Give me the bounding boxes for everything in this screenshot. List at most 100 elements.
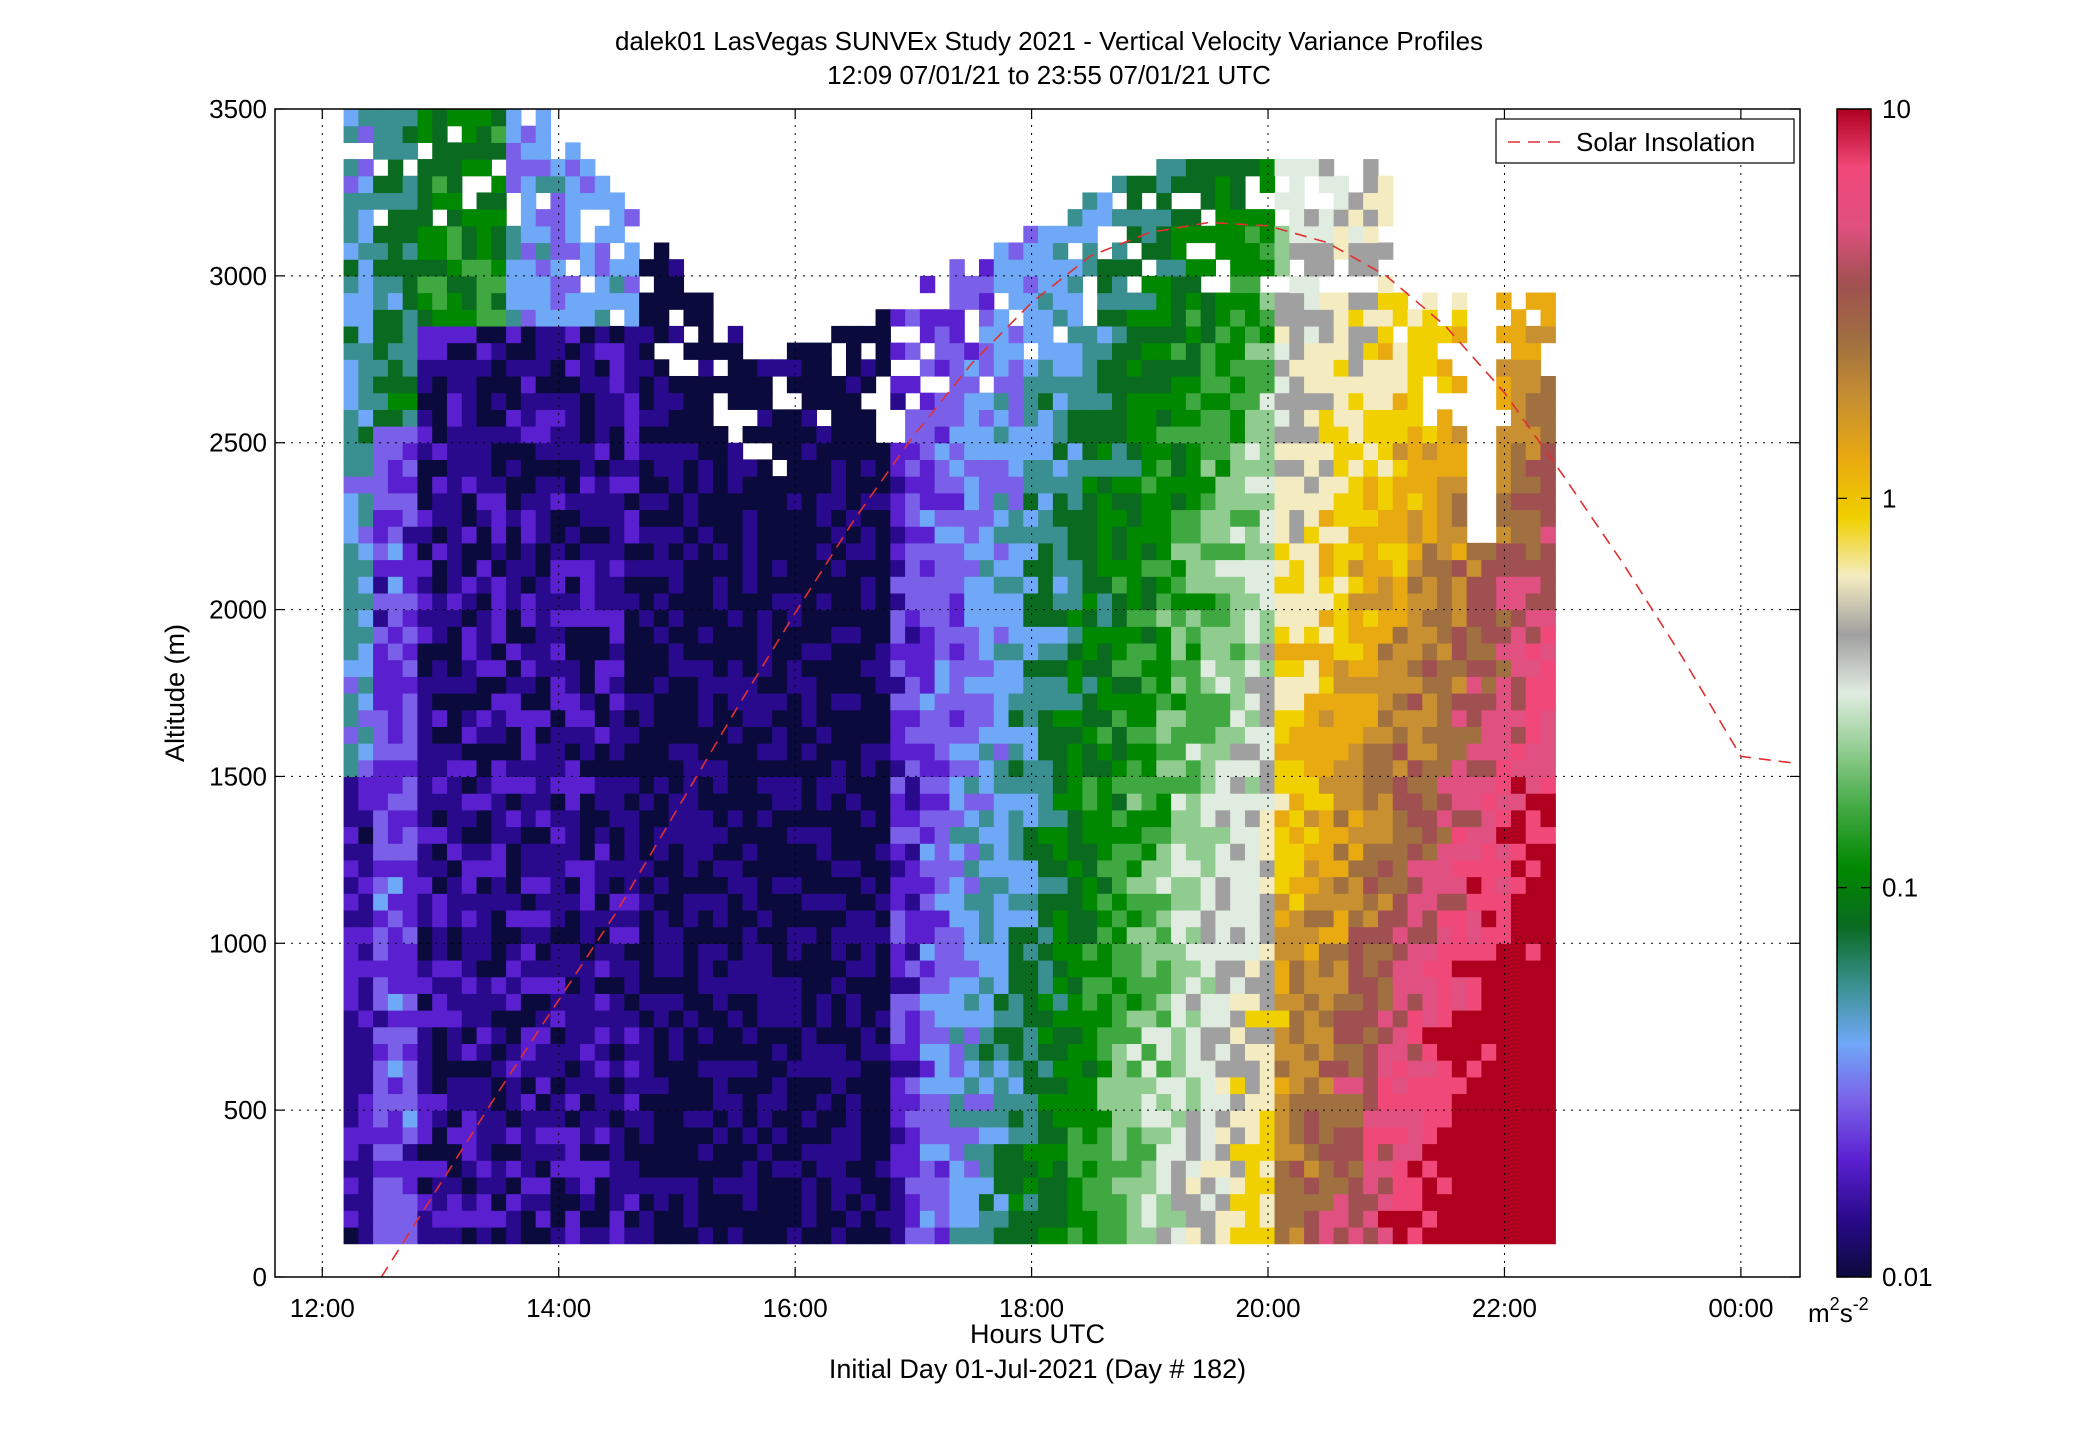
- heatmap-cell: [1318, 159, 1335, 177]
- heatmap-cell: [506, 1026, 522, 1044]
- heatmap-cell: [1422, 542, 1438, 561]
- heatmap-cell: [1141, 809, 1157, 828]
- heatmap-cell: [387, 476, 404, 494]
- heatmap-cell: [919, 793, 936, 811]
- heatmap-cell: [1111, 1193, 1128, 1211]
- heatmap-cell: [905, 926, 921, 944]
- heatmap-cell: [1318, 576, 1335, 594]
- heatmap-cell: [1422, 793, 1438, 811]
- heatmap-cell: [580, 993, 596, 1011]
- heatmap-cell: [978, 259, 995, 277]
- heatmap-cell: [949, 275, 965, 294]
- heatmap-cell: [964, 693, 980, 711]
- heatmap-cell: [1259, 793, 1276, 811]
- heatmap-cell: [934, 809, 951, 828]
- heatmap-cell: [639, 342, 655, 360]
- heatmap-cell: [875, 676, 891, 694]
- heatmap-cell: [1422, 1160, 1438, 1178]
- heatmap-cell: [653, 659, 670, 677]
- heatmap-cell: [1466, 993, 1483, 1011]
- heatmap-cell: [801, 1193, 818, 1211]
- heatmap-cell: [461, 676, 478, 694]
- heatmap-cell: [978, 526, 995, 544]
- heatmap-cell: [949, 809, 965, 828]
- heatmap-cell: [1289, 492, 1305, 511]
- heatmap-cell: [1215, 776, 1231, 794]
- heatmap-cell: [432, 1110, 448, 1128]
- heatmap-cell: [1067, 893, 1084, 911]
- heatmap-cell: [1510, 342, 1527, 360]
- heatmap-cell: [1259, 576, 1276, 594]
- heatmap-cell: [698, 359, 714, 377]
- heatmap-cell: [1097, 1176, 1113, 1195]
- heatmap-cell: [653, 993, 670, 1011]
- heatmap-cell: [949, 1060, 965, 1078]
- heatmap-cell: [1052, 526, 1069, 544]
- heatmap-cell: [1274, 776, 1290, 794]
- heatmap-cell: [831, 409, 847, 427]
- heatmap-cell: [639, 626, 655, 644]
- heatmap-cell: [565, 1060, 581, 1078]
- heatmap-cell: [1215, 342, 1231, 360]
- heatmap-cell: [1185, 1160, 1202, 1178]
- heatmap-cell: [1289, 876, 1305, 894]
- heatmap-cell: [535, 342, 552, 360]
- heatmap-cell: [1200, 843, 1217, 861]
- heatmap-cell: [550, 159, 566, 177]
- heatmap-cell: [1377, 893, 1394, 911]
- heatmap-cell: [801, 926, 818, 944]
- heatmap-cell: [1141, 225, 1157, 244]
- heatmap-cell: [1289, 693, 1305, 711]
- heatmap-cell: [949, 1110, 965, 1128]
- heatmap-cell: [831, 926, 847, 944]
- heatmap-cell: [1008, 993, 1024, 1011]
- heatmap-cell: [624, 1226, 640, 1245]
- heatmap-cell: [1244, 809, 1261, 828]
- heatmap-cell: [1466, 843, 1483, 861]
- heatmap-cell: [1023, 1093, 1039, 1111]
- heatmap-cell: [890, 1060, 906, 1078]
- heatmap-cell: [594, 1060, 611, 1078]
- heatmap-cell: [1540, 509, 1556, 527]
- heatmap-cell: [668, 793, 685, 811]
- heatmap-cell: [1200, 175, 1217, 194]
- heatmap-cell: [432, 659, 448, 677]
- heatmap-cell: [550, 209, 566, 227]
- heatmap-cell: [580, 509, 596, 527]
- heatmap-cell: [506, 125, 522, 143]
- heatmap-cell: [535, 1010, 552, 1028]
- heatmap-cell: [905, 959, 921, 978]
- heatmap-cell: [1215, 859, 1231, 878]
- heatmap-cell: [432, 325, 448, 344]
- heatmap-cell: [845, 676, 862, 694]
- heatmap-cell: [1097, 375, 1113, 394]
- heatmap-cell: [727, 459, 744, 477]
- heatmap-cell: [1052, 1076, 1069, 1095]
- heatmap-cell: [1156, 993, 1172, 1011]
- heatmap-cell: [1304, 1043, 1320, 1061]
- heatmap-cell: [1348, 1043, 1364, 1061]
- heatmap-cell: [1023, 876, 1039, 894]
- heatmap-cell: [668, 375, 685, 394]
- heatmap-cell: [624, 893, 640, 911]
- heatmap-cell: [1377, 392, 1394, 410]
- heatmap-cell: [343, 175, 359, 194]
- heatmap-cell: [343, 375, 359, 394]
- heatmap-cell: [432, 526, 448, 544]
- heatmap-cell: [1318, 1160, 1335, 1178]
- heatmap-cell: [1200, 726, 1217, 744]
- heatmap-cell: [1023, 843, 1039, 861]
- heatmap-cell: [1038, 1076, 1054, 1095]
- heatmap-cell: [1377, 676, 1394, 694]
- heatmap-cell: [476, 809, 492, 828]
- heatmap-cell: [949, 1210, 965, 1228]
- heatmap-cell: [1023, 893, 1039, 911]
- heatmap-cell: [1259, 1176, 1276, 1195]
- heatmap-cell: [1126, 209, 1143, 227]
- heatmap-cell: [1200, 1160, 1217, 1178]
- heatmap-cell: [993, 793, 1010, 811]
- heatmap-cell: [1126, 442, 1143, 460]
- heatmap-cell: [1540, 426, 1556, 444]
- heatmap-cell: [1126, 1143, 1143, 1161]
- heatmap-cell: [1540, 1026, 1556, 1044]
